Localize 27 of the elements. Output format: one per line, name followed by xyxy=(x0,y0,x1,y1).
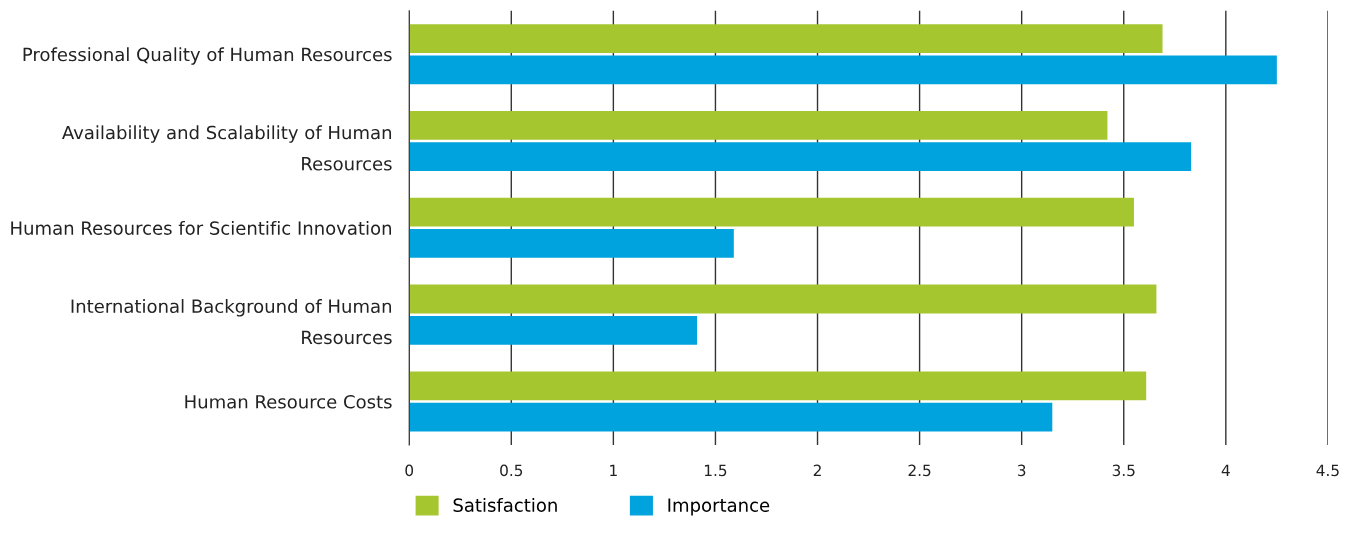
y-tick-label: Human Resources for Scientific Innovation xyxy=(11,220,392,235)
bar xyxy=(409,24,1163,53)
legend-label: Satisfaction xyxy=(453,497,557,512)
x-tick-label: 3 xyxy=(1017,464,1026,477)
bar xyxy=(409,284,1157,314)
y-tick-label: Professional Quality of Human Resources xyxy=(23,47,392,65)
y-tick-label: Availability and Scalability of Human Resources xyxy=(62,125,392,171)
bar xyxy=(409,55,1277,85)
x-tick-label: 1.5 xyxy=(704,464,727,477)
bar xyxy=(409,197,1134,227)
x-tick-label: 4.5 xyxy=(1316,464,1339,477)
x-tick-label: 3.5 xyxy=(1112,464,1135,477)
x-tick-label: 0 xyxy=(405,464,414,477)
bar xyxy=(409,315,698,345)
bar xyxy=(409,371,1147,401)
bar xyxy=(409,142,1192,171)
bar xyxy=(409,110,1108,140)
x-tick-label: 2 xyxy=(813,464,821,476)
x-tick-label: 2.5 xyxy=(908,464,931,477)
x-tick-label: 1 xyxy=(610,464,617,476)
x-tick-label: 4 xyxy=(1221,464,1230,476)
y-tick-label: Human Resource Costs xyxy=(185,394,392,409)
x-tick-label: 0.5 xyxy=(500,464,523,477)
y-tick-label: International Background of Human Resources xyxy=(71,299,392,345)
bar xyxy=(409,402,1053,432)
legend-label: Importance xyxy=(668,498,770,516)
bar xyxy=(409,229,734,258)
